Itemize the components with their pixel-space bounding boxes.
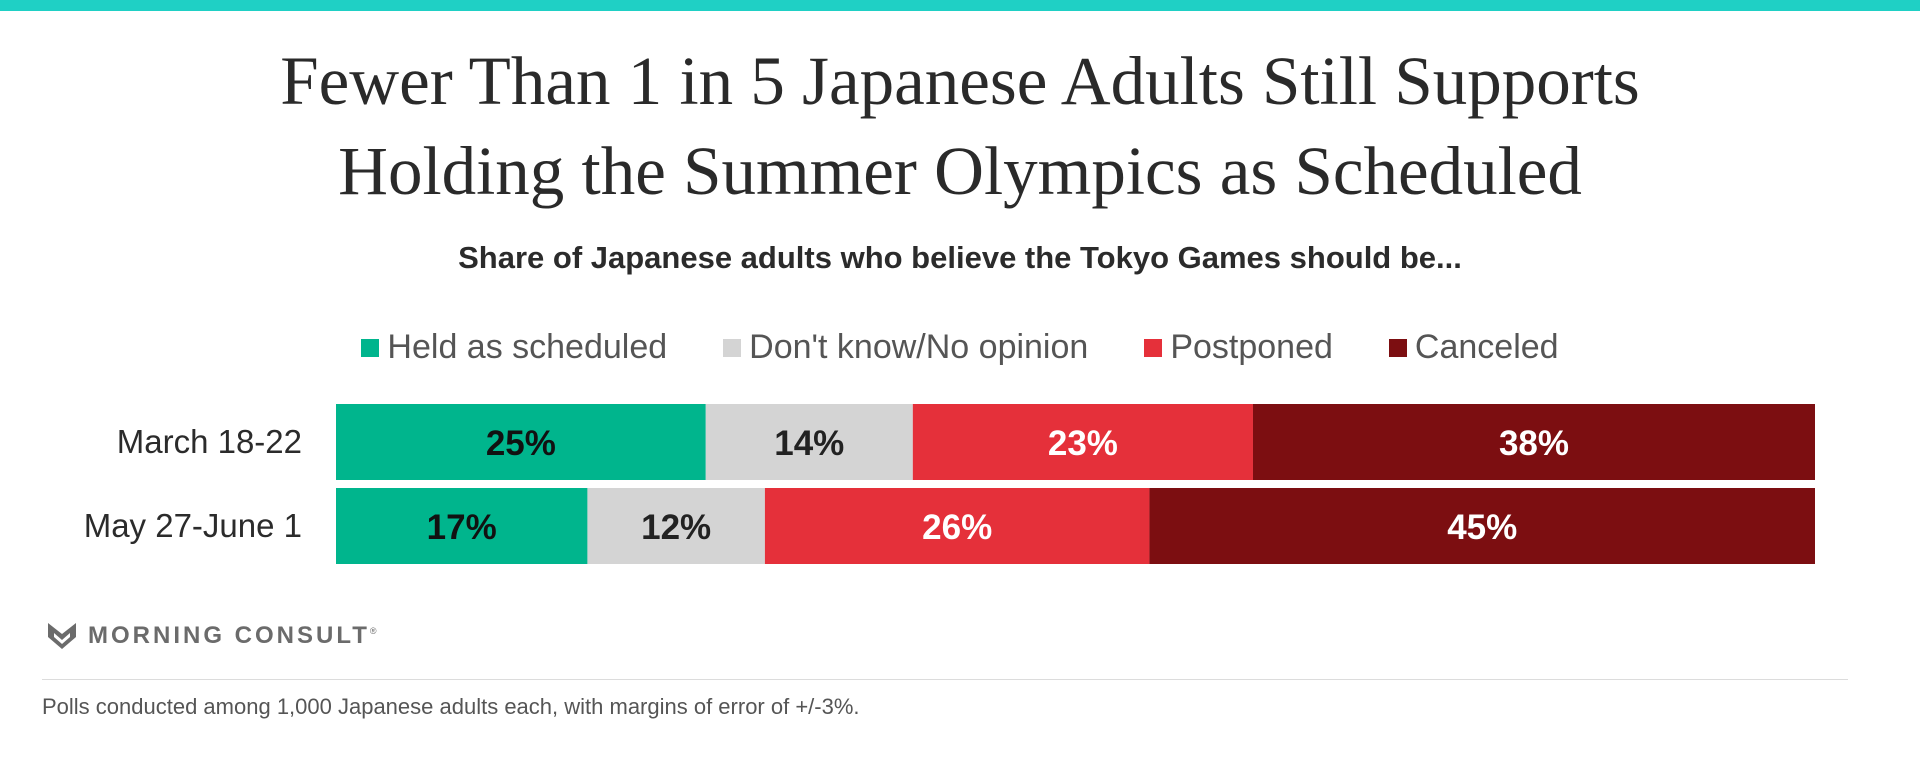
- category-label: May 27-June 1: [84, 507, 302, 544]
- bar-segment: [1252, 404, 1815, 480]
- legend-label: Don't know/No opinion: [749, 328, 1089, 366]
- legend-label: Canceled: [1414, 328, 1559, 366]
- logo-registered-mark: ®: [369, 626, 377, 636]
- bar-segment: [764, 488, 1150, 564]
- logo-text: MORNING CONSULT®: [88, 622, 377, 650]
- chart-title-line-1: Fewer Than 1 in 5 Japanese Adults Still …: [280, 43, 1640, 119]
- bar-segment: [912, 404, 1253, 480]
- legend-swatch: [1144, 338, 1163, 357]
- chart-legend: Held as scheduled Don't know/No opinion Po…: [0, 328, 1920, 367]
- bar-value-label: 17%: [427, 508, 497, 547]
- legend-item: Postponed: [1144, 328, 1333, 367]
- bar-segment: [587, 488, 765, 564]
- morning-consult-logo: MORNING CONSULT®: [48, 622, 377, 650]
- legend-swatch: [723, 338, 742, 357]
- legend-item: Held as scheduled: [361, 328, 667, 367]
- bar-segment: [705, 404, 913, 480]
- chart-title: Fewer Than 1 in 5 Japanese Adults Still …: [0, 36, 1920, 216]
- bar-value-label: 14%: [774, 424, 844, 463]
- footer-divider: [42, 679, 1848, 680]
- legend-item: Don't know/No opinion: [723, 328, 1088, 367]
- stacked-bar-chart: March 18-22 25% 14% 23% 38% May 27-June 1 17% 1…: [84, 404, 1815, 564]
- morning-consult-m-icon: [48, 623, 76, 649]
- bar-value-label: 25%: [486, 424, 556, 463]
- bar-value-label: 12%: [641, 508, 711, 547]
- logo-wordmark: MORNING CONSULT: [88, 622, 370, 649]
- bar-segment: [336, 404, 706, 480]
- legend-item: Canceled: [1388, 328, 1559, 367]
- bar-value-label: 45%: [1447, 508, 1517, 547]
- bar-segment: [1149, 488, 1815, 564]
- chart-subtitle: Share of Japanese adults who believe the…: [458, 240, 1462, 275]
- category-label: March 18-22: [117, 423, 302, 460]
- bar-value-label: 38%: [1499, 424, 1569, 463]
- top-accent-bar: [0, 0, 1920, 11]
- legend-swatch: [361, 338, 380, 357]
- legend-swatch: [1388, 338, 1407, 357]
- bar-segment: [336, 488, 588, 564]
- legend-label: Postponed: [1170, 328, 1333, 366]
- chart-title-line-2: Holding the Summer Olympics as Scheduled: [338, 133, 1582, 209]
- bar-value-label: 23%: [1048, 424, 1118, 463]
- legend-label: Held as scheduled: [387, 328, 668, 366]
- bar-value-label: 26%: [922, 508, 992, 547]
- footnote: Polls conducted among 1,000 Japanese adu…: [42, 694, 860, 719]
